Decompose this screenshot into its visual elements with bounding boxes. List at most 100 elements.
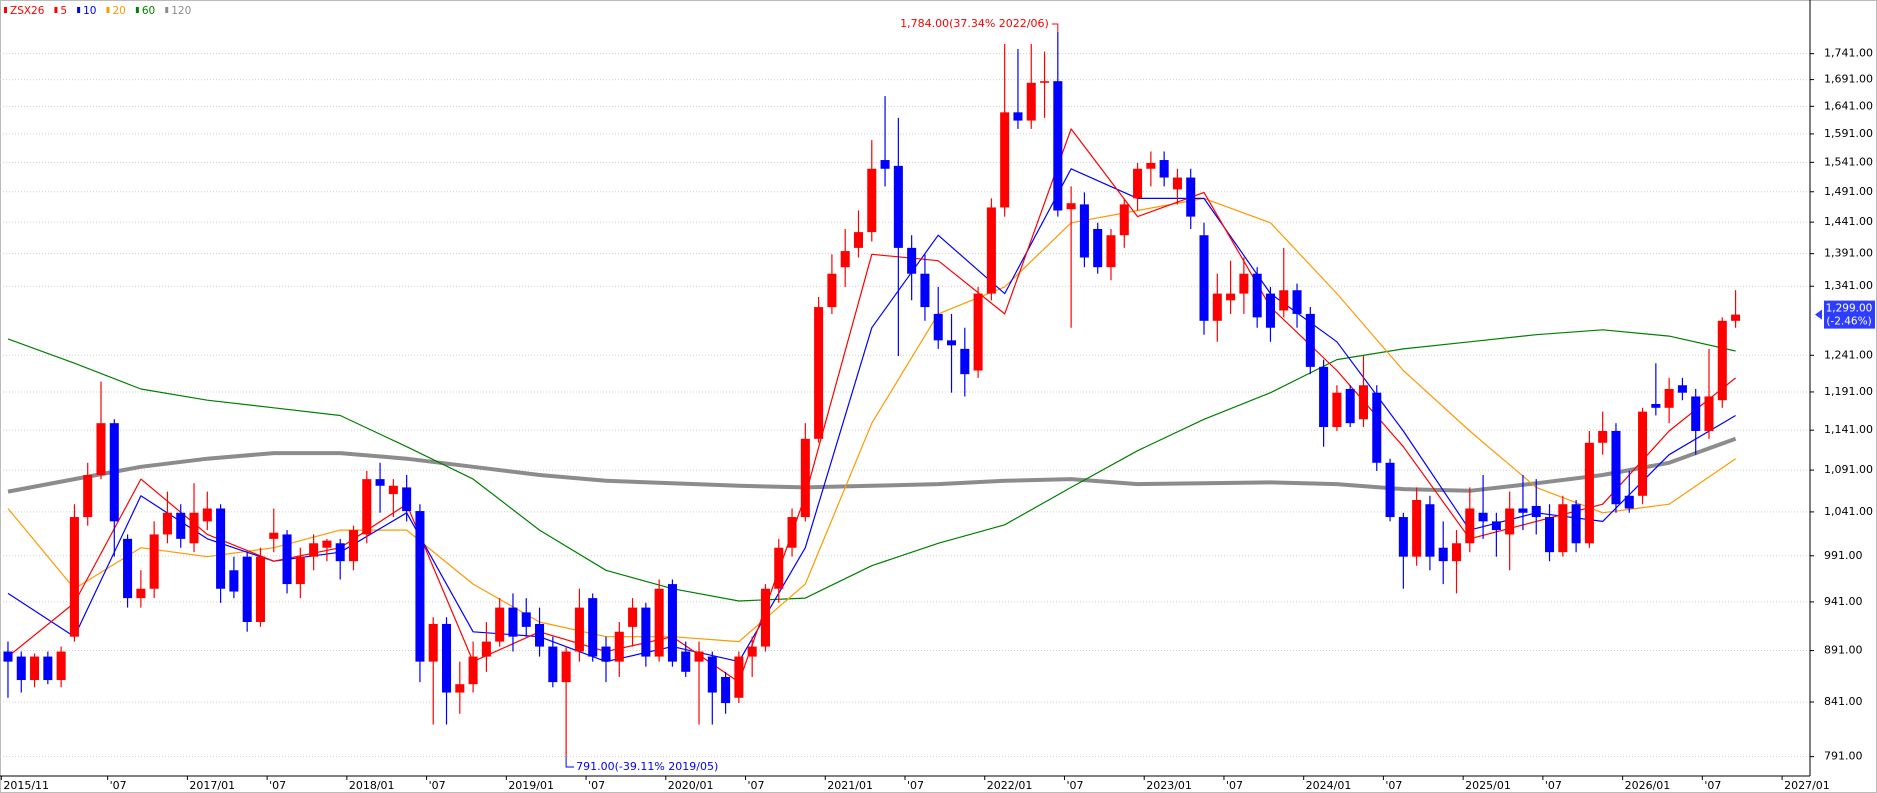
candle-body (468, 656, 478, 685)
y-tick-label: 1,241.00 (1824, 348, 1873, 361)
candle-body (1651, 404, 1661, 408)
x-tick-label: '07 (1385, 779, 1402, 792)
candle-body (123, 538, 133, 599)
candle-body (1332, 392, 1342, 428)
candle-body (1133, 168, 1143, 199)
candle-body (109, 423, 119, 522)
candle-body (1265, 293, 1275, 328)
price-change: (-2.46%) (1826, 316, 1871, 328)
candle-body (840, 251, 850, 268)
x-tick-label: 2026/01 (1625, 779, 1671, 792)
candle-body (481, 641, 491, 657)
y-tick-label: 1,191.00 (1824, 385, 1873, 398)
annotation: 1,784.00(37.34% 2022/06) (900, 17, 1049, 30)
x-tick-label: 2018/01 (349, 779, 395, 792)
candle-body (667, 584, 677, 662)
candle-body (800, 438, 810, 518)
y-tick-label: 1,341.00 (1824, 279, 1873, 292)
candle-body (654, 588, 664, 657)
candle-body (1677, 385, 1687, 393)
candle-body (601, 646, 611, 662)
candle-body (588, 598, 598, 657)
candle-body (1385, 462, 1395, 518)
candle-body (1239, 273, 1249, 294)
y-tick-label: 1,091.00 (1824, 463, 1873, 476)
candle-body (946, 340, 957, 346)
candle-body (1066, 203, 1076, 210)
x-tick-label: '07 (429, 779, 446, 792)
candle-body (1412, 500, 1422, 557)
candle-body (1731, 314, 1741, 321)
y-tick-label: 1,041.00 (1824, 505, 1873, 518)
x-tick-label: '07 (748, 779, 765, 792)
candle-body (43, 656, 53, 681)
x-tick-label: '07 (269, 779, 286, 792)
candle-body (774, 547, 784, 589)
candle-body (628, 607, 638, 627)
candle-body (30, 656, 40, 681)
candle-body (1305, 313, 1315, 367)
candle-body (1571, 504, 1581, 544)
y-tick-label: 791.00 (1824, 750, 1863, 763)
annotation-leader (565, 756, 575, 768)
candle-body (1013, 112, 1023, 121)
candle-body (893, 165, 903, 248)
candle-body (162, 512, 172, 535)
candle-body (1358, 385, 1368, 420)
candle-body (867, 168, 877, 233)
candle-body (189, 512, 199, 544)
candle-body (1319, 366, 1329, 428)
candle-body (136, 588, 146, 599)
candle-body (255, 556, 265, 623)
candle-body (1159, 160, 1169, 178)
candle-body (574, 607, 584, 652)
candle-body (1079, 204, 1089, 258)
candle-body (1119, 204, 1129, 236)
candle-body (1372, 392, 1382, 463)
x-tick-label: '07 (588, 779, 605, 792)
candle-body (402, 487, 412, 512)
candle-body (641, 607, 651, 657)
candle-body (1558, 504, 1568, 553)
candle-body (322, 540, 332, 548)
y-tick-label: 1,391.00 (1824, 247, 1873, 260)
y-tick-label: 1,541.00 (1824, 155, 1873, 168)
y-tick-label: 1,741.00 (1824, 47, 1873, 60)
candle-body (681, 651, 691, 672)
legend-swatch (4, 7, 7, 13)
candle-body (707, 656, 717, 693)
candle-body (1611, 430, 1621, 505)
x-tick-label: 2021/01 (827, 779, 873, 792)
candle-body (495, 607, 505, 642)
candle-body (1425, 504, 1435, 557)
x-tick-label: 2019/01 (508, 779, 554, 792)
x-tick-label: '07 (1545, 779, 1562, 792)
candle-body (1518, 508, 1528, 513)
candle-body (83, 475, 93, 518)
y-tick-label: 1,491.00 (1824, 185, 1873, 198)
candle-body (933, 313, 943, 341)
candle-body (96, 423, 106, 476)
candle-body (535, 623, 545, 647)
candle-body (1093, 228, 1103, 268)
x-tick-label: 2027/01 (1784, 779, 1830, 792)
candle-body (1000, 112, 1010, 208)
x-tick-label: 2015/11 (3, 779, 49, 792)
candle-body (1465, 508, 1475, 544)
legend-label: 20 (112, 5, 125, 17)
candle-body (1199, 235, 1209, 321)
x-tick-label: '07 (1704, 779, 1721, 792)
x-tick-label: 2025/01 (1465, 779, 1511, 792)
price-pointer (1815, 309, 1822, 320)
candle-body (614, 631, 624, 662)
x-tick-label: 2022/01 (987, 779, 1033, 792)
x-tick-label: '07 (110, 779, 127, 792)
candle-body (69, 517, 79, 637)
legend-swatch (54, 7, 58, 13)
candle-body (428, 623, 438, 662)
candle-body (1717, 320, 1727, 401)
legend-label: 120 (171, 5, 191, 17)
candle-body (694, 651, 704, 662)
candle-body (734, 656, 744, 698)
candle-body (920, 273, 930, 308)
